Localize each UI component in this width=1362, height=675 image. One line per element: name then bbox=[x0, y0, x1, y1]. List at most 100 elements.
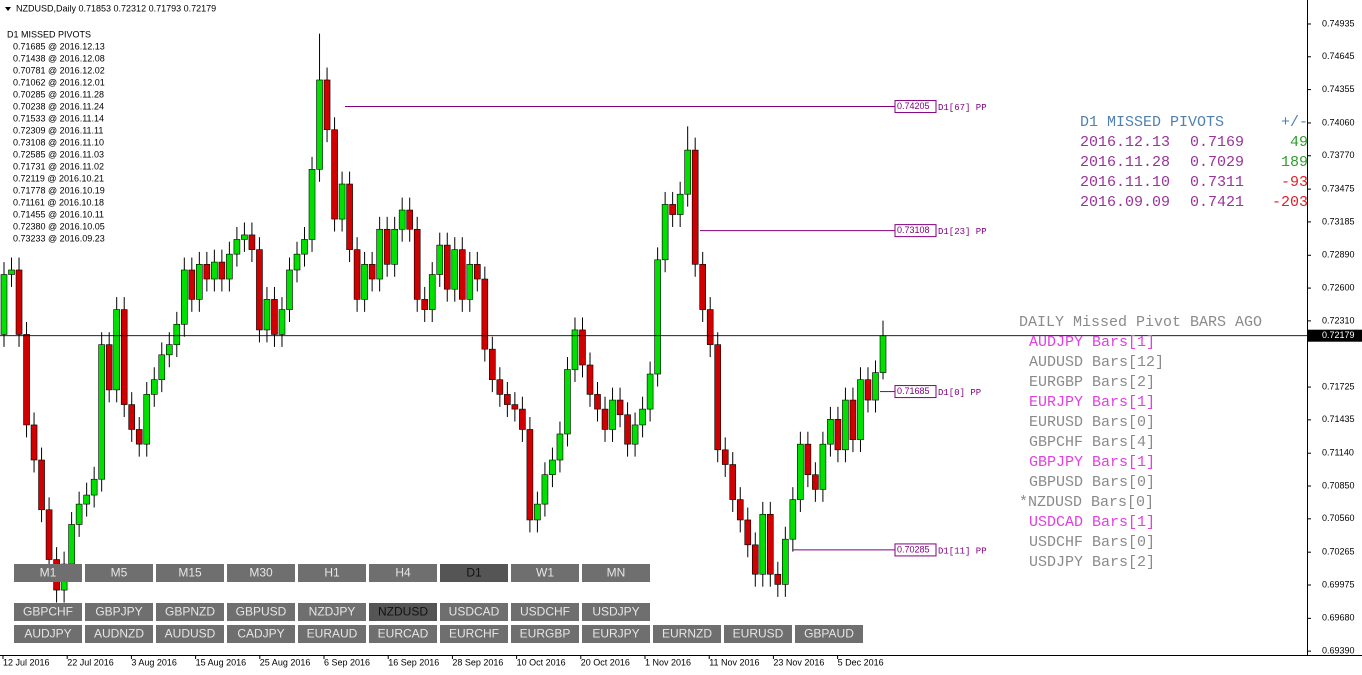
button[interactable]: EURAUD bbox=[298, 625, 366, 643]
candle-body bbox=[631, 424, 639, 445]
button[interactable]: AUDJPY bbox=[14, 625, 82, 643]
button-label: EURCHF bbox=[449, 627, 499, 641]
candle-body bbox=[323, 79, 331, 131]
candle-body bbox=[541, 474, 549, 505]
button-bg bbox=[227, 603, 295, 621]
candle-body bbox=[98, 344, 105, 480]
button-bg bbox=[14, 603, 82, 621]
button[interactable]: AUDUSD bbox=[156, 625, 224, 643]
button-bg bbox=[85, 564, 153, 582]
right-panel-title: D1 MISSED PIVOTS bbox=[1080, 114, 1224, 131]
button-label: EURCAD bbox=[378, 627, 429, 641]
button[interactable]: M15 bbox=[156, 564, 224, 582]
candle-body bbox=[676, 193, 684, 215]
candle-body bbox=[113, 309, 120, 391]
button-bg bbox=[298, 564, 366, 582]
button-bg bbox=[440, 603, 508, 621]
button-label: AUDNZD bbox=[94, 627, 144, 641]
pivot-diff: -203 bbox=[1272, 194, 1308, 211]
current-price-box bbox=[1308, 329, 1362, 342]
y-tick-label: 0.72600 bbox=[1322, 282, 1355, 292]
button-label: GBPAUD bbox=[804, 627, 854, 641]
button[interactable]: GBPJPY bbox=[85, 603, 153, 621]
button-bg bbox=[298, 603, 366, 621]
x-tick-label: 25 Aug 2016 bbox=[260, 657, 311, 667]
left-panel-item: 0.71455 @ 2016.10.11 bbox=[13, 209, 104, 219]
button[interactable]: M30 bbox=[227, 564, 295, 582]
button[interactable]: GBPNZD bbox=[156, 603, 224, 621]
candle-body bbox=[278, 309, 286, 335]
candle-body bbox=[68, 524, 75, 565]
button[interactable]: M5 bbox=[85, 564, 153, 582]
candle-body bbox=[105, 344, 113, 391]
candle-body bbox=[188, 269, 196, 300]
button-label: EURGBP bbox=[520, 627, 571, 641]
button[interactable]: NZDJPY bbox=[298, 603, 366, 621]
button[interactable]: EURNZD bbox=[653, 625, 721, 643]
candle-body bbox=[458, 249, 466, 300]
candle-body bbox=[646, 373, 654, 410]
button[interactable]: USDJPY bbox=[582, 603, 650, 621]
pivot-label-box bbox=[894, 100, 937, 114]
candle-body bbox=[534, 503, 541, 521]
button[interactable]: MN bbox=[582, 564, 650, 582]
button-label: M5 bbox=[111, 566, 128, 580]
candle-body bbox=[767, 513, 774, 575]
button-bg bbox=[511, 625, 579, 643]
candle-body bbox=[864, 379, 872, 401]
button-label: M15 bbox=[178, 566, 202, 580]
bars-ago-row: GBPJPY Bars[1] bbox=[1029, 454, 1155, 471]
candle-body bbox=[857, 379, 864, 440]
button[interactable]: GBPUSD bbox=[227, 603, 295, 621]
button[interactable]: W1 bbox=[511, 564, 579, 582]
left-panel-item: 0.73233 @ 2016.09.23 bbox=[13, 233, 105, 243]
candle-body bbox=[428, 274, 436, 310]
bars-ago-row: *NZDUSD Bars[0] bbox=[1019, 494, 1154, 511]
candle-body bbox=[75, 503, 83, 525]
left-panel-item: 0.72380 @ 2016.10.05 bbox=[13, 221, 105, 231]
candle-body bbox=[594, 394, 601, 410]
button[interactable]: EURGBP bbox=[511, 625, 579, 643]
candle-body bbox=[383, 228, 391, 265]
x-tick-label: 12 Jul 2016 bbox=[3, 657, 50, 667]
button[interactable]: EURCAD bbox=[369, 625, 437, 643]
bars-ago-row: USDJPY Bars[2] bbox=[1029, 554, 1155, 571]
candle-body bbox=[241, 234, 248, 240]
button[interactable]: EURCHF bbox=[440, 625, 508, 643]
button-label: GBPCHF bbox=[23, 605, 73, 619]
button[interactable]: USDCHF bbox=[511, 603, 579, 621]
candle-body bbox=[699, 264, 706, 310]
button-bg bbox=[511, 603, 579, 621]
button[interactable]: GBPAUD bbox=[795, 625, 863, 643]
button[interactable]: EURJPY bbox=[582, 625, 650, 643]
candle-body bbox=[782, 538, 789, 585]
candle-body bbox=[90, 478, 98, 496]
button-label: W1 bbox=[536, 566, 554, 580]
button[interactable]: CADJPY bbox=[227, 625, 295, 643]
candle-body bbox=[451, 249, 459, 290]
pivot-price: 0.7169 bbox=[1190, 134, 1244, 151]
candle-body bbox=[406, 209, 413, 230]
candle-body bbox=[849, 399, 857, 440]
button[interactable]: NZDUSD bbox=[369, 603, 437, 621]
candle-body bbox=[45, 509, 53, 560]
button[interactable]: GBPCHF bbox=[14, 603, 82, 621]
button[interactable]: USDCAD bbox=[440, 603, 508, 621]
button-bg bbox=[85, 625, 153, 643]
button[interactable]: EURUSD bbox=[724, 625, 792, 643]
button[interactable]: H1 bbox=[298, 564, 366, 582]
candle-body bbox=[30, 424, 38, 461]
candle-body bbox=[654, 259, 661, 375]
x-tick-label: 1 Nov 2016 bbox=[645, 657, 691, 667]
button[interactable]: AUDNZD bbox=[85, 625, 153, 643]
panels: D1 MISSED PIVOTS 0.71685 @ 2016.12.13 0.71… bbox=[7, 29, 1308, 571]
button[interactable]: H4 bbox=[369, 564, 437, 582]
button-label: AUDUSD bbox=[165, 627, 216, 641]
button-bg bbox=[582, 564, 650, 582]
pivot-label: 0.73108 bbox=[897, 225, 930, 235]
y-tick-label: 0.71725 bbox=[1322, 381, 1355, 391]
button[interactable]: D1 bbox=[440, 564, 508, 582]
button[interactable]: M1 bbox=[14, 564, 82, 582]
